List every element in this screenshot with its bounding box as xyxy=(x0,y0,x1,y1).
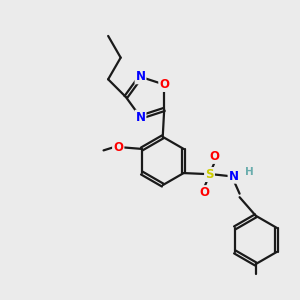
Text: H: H xyxy=(244,167,253,178)
Text: O: O xyxy=(210,150,220,163)
Text: N: N xyxy=(136,111,146,124)
Text: N: N xyxy=(136,70,146,83)
Text: H: H xyxy=(244,167,253,178)
Text: N: N xyxy=(229,169,239,182)
Text: S: S xyxy=(205,168,214,181)
Text: O: O xyxy=(113,141,123,154)
Text: O: O xyxy=(159,78,169,91)
Text: S: S xyxy=(205,168,214,181)
Text: O: O xyxy=(113,141,123,154)
Text: O: O xyxy=(199,186,209,199)
Text: O: O xyxy=(199,186,209,199)
Text: O: O xyxy=(210,150,220,163)
Text: N: N xyxy=(229,169,239,182)
